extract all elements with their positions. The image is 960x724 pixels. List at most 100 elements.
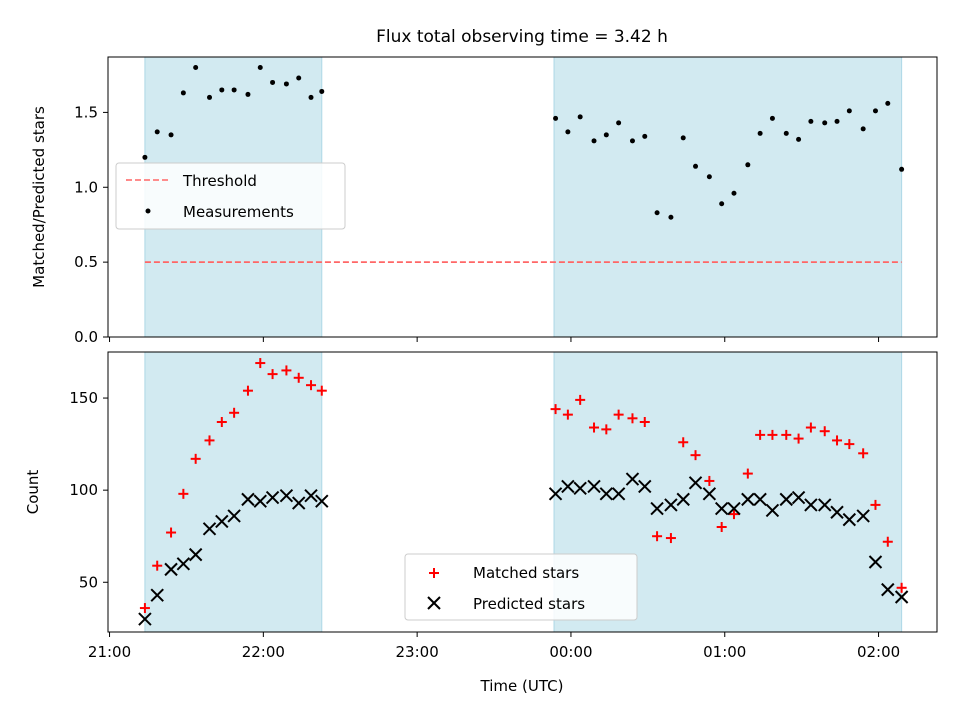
matched-star-point — [204, 435, 215, 446]
matched-star-point — [639, 417, 650, 427]
measurements-legend-label: Measurements — [183, 203, 294, 221]
matched-star-point — [819, 426, 830, 437]
predicted-star-point — [202, 522, 217, 536]
measurement-point — [668, 214, 674, 220]
predicted-legend-marker — [427, 596, 441, 610]
measurement-point — [245, 91, 251, 97]
ratio-panel-frame — [107, 56, 938, 338]
measurement-point — [603, 132, 609, 138]
predicted-star-point — [830, 505, 844, 519]
count-panel-ylabel: Count — [24, 470, 42, 515]
y-tick-label: 100 — [69, 481, 98, 499]
matched-star-point — [793, 433, 804, 444]
measurement-point — [168, 132, 174, 138]
ratio-panel-ylabel: Matched/Predicted stars — [30, 106, 48, 288]
measurement-point — [885, 100, 891, 106]
measurement-point — [783, 130, 789, 136]
measurement-point — [180, 90, 186, 96]
y-tick-label: 1.5 — [74, 103, 98, 121]
matched-star-point — [152, 560, 163, 571]
predicted-star-point — [548, 487, 563, 501]
predicted-star-point — [741, 492, 755, 507]
count-legend: Matched stars Predicted stars — [404, 553, 638, 621]
predicted-star-point — [702, 487, 717, 501]
matched-star-point — [767, 429, 778, 440]
predicted-star-point — [688, 476, 703, 490]
measurement-point — [642, 133, 648, 139]
measurement-point — [283, 81, 289, 87]
predicted-star-point — [241, 492, 255, 507]
matched-star-point — [832, 435, 843, 446]
count-panel-frame — [107, 351, 938, 633]
x-tick-label: 01:00 — [703, 643, 746, 661]
matched-star-point — [190, 453, 201, 464]
predicted-star-point — [611, 487, 626, 501]
matched-star-point — [242, 385, 253, 396]
matched-star-point — [613, 409, 624, 420]
predicted-star-point — [650, 501, 664, 516]
measurement-point — [834, 118, 840, 124]
predicted-star-point — [587, 479, 601, 494]
matched-star-point — [678, 437, 689, 448]
predicted-star-point — [188, 547, 203, 562]
matched-star-point — [882, 536, 893, 547]
predicted-star-point — [304, 488, 318, 503]
predicted-star-point — [176, 557, 191, 571]
measurement-point — [319, 88, 325, 94]
predicted-star-point — [804, 498, 818, 512]
measurement-point — [757, 130, 763, 136]
measurement-point — [270, 79, 276, 85]
measurement-point — [565, 129, 571, 135]
measurement-point — [308, 94, 314, 100]
figure-title: Flux total observing time = 3.42 h — [376, 27, 668, 47]
measurement-point — [616, 120, 622, 126]
measurement-point — [219, 87, 225, 93]
matched-star-point — [229, 407, 240, 418]
predicted-star-point — [638, 479, 652, 494]
matched-star-point — [293, 372, 304, 383]
measurement-point — [872, 108, 878, 114]
matched-star-point — [316, 385, 327, 396]
matched-star-point — [627, 413, 638, 424]
matched-star-point — [562, 409, 573, 420]
matched-legend-marker — [429, 568, 439, 578]
matched-star-point — [870, 499, 881, 510]
predicted-legend-label: Predicted stars — [473, 595, 585, 613]
matched-star-point — [896, 582, 907, 593]
threshold-legend-label: Threshold — [182, 172, 257, 190]
predicted-star-point — [625, 472, 640, 486]
predicted-star-point — [714, 501, 729, 516]
measurement-point — [808, 118, 814, 124]
measurement-point — [193, 64, 199, 70]
ratio-legend: Threshold Measurements — [115, 162, 346, 230]
matched-star-point — [781, 429, 792, 440]
matched-star-point — [728, 509, 739, 520]
matched-star-point — [805, 422, 816, 433]
measurement-point — [553, 115, 559, 121]
x-tick-label: 00:00 — [549, 643, 592, 661]
measurement-point — [796, 136, 802, 142]
predicted-star-point — [265, 490, 280, 505]
predicted-star-point — [253, 494, 267, 508]
measurement-point — [591, 138, 597, 144]
x-tick-label: 23:00 — [396, 643, 439, 661]
measurement-point — [654, 210, 660, 216]
matched-star-point — [267, 369, 278, 380]
matched-star-point — [550, 404, 561, 415]
matched-star-point — [704, 475, 715, 486]
predicted-star-point — [138, 612, 152, 626]
measurement-point — [296, 75, 302, 81]
measurement-point — [231, 87, 237, 93]
measurement-point — [207, 94, 213, 100]
matched-star-point — [306, 380, 317, 391]
y-tick-label: 50 — [79, 573, 98, 591]
measurement-point — [731, 190, 737, 196]
y-tick-label: 0.0 — [74, 328, 98, 346]
count-legend-box — [404, 553, 638, 621]
measurement-point — [899, 166, 905, 172]
matched-star-point — [139, 603, 150, 614]
ratio-legend-box — [115, 162, 346, 230]
predicted-star-point — [664, 498, 678, 512]
